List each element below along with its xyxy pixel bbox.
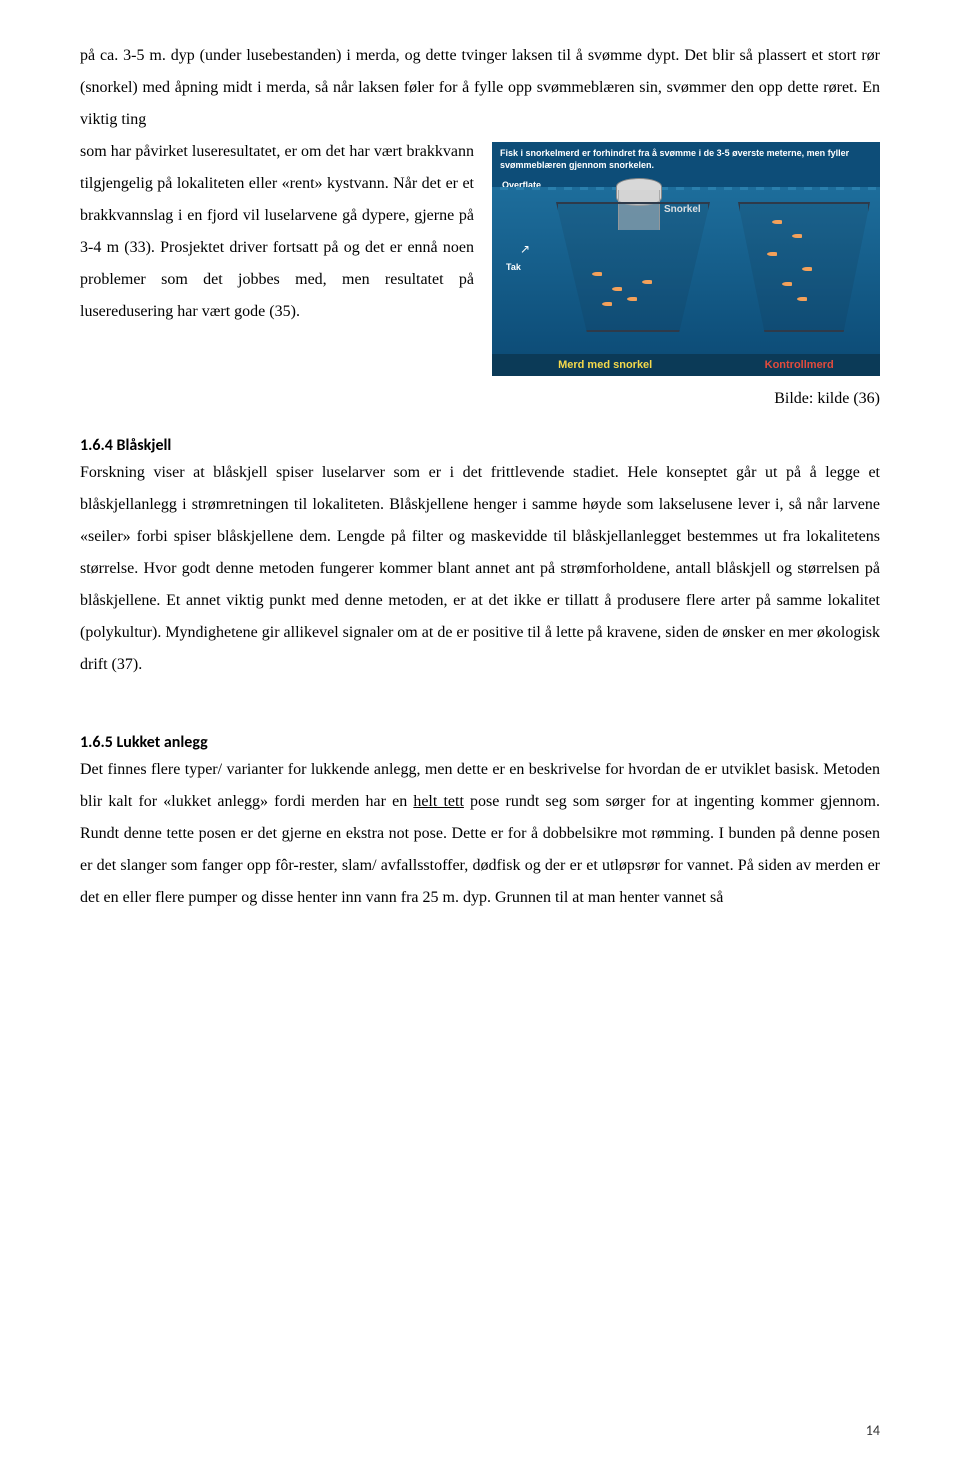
fish-icon — [767, 252, 777, 256]
page-number: 14 — [866, 1422, 880, 1439]
arrow-icon: ↗ — [520, 242, 530, 257]
text: som har påvirket luseresultatet, er om d… — [80, 143, 474, 320]
fish-icon — [602, 302, 612, 306]
label-kontrollmerd: Kontrollmerd — [718, 354, 880, 376]
label-tak: Tak — [506, 262, 521, 272]
paragraph-164: Forskning viser at blåskjell spiser luse… — [80, 457, 880, 681]
fish-icon — [782, 282, 792, 286]
figure-caption-top: Fisk i snorkelmerd er forhindret fra å s… — [492, 142, 880, 173]
figure-bottom-labels: Merd med snorkel Kontrollmerd — [492, 354, 880, 376]
paragraph-165: Det finnes flere typer/ varianter for lu… — [80, 754, 880, 914]
fish-icon — [642, 280, 652, 284]
fish-icon — [592, 272, 602, 276]
underlined-text: helt tett — [413, 793, 464, 810]
heading-1-6-5: 1.6.5 Lukket anlegg — [80, 733, 880, 752]
figure-source-caption: Bilde: kilde (36) — [80, 390, 880, 408]
paragraph-intro-top: på ca. 3-5 m. dyp (under lusebestanden) … — [80, 40, 880, 136]
fish-icon — [627, 297, 637, 301]
text: på ca. 3-5 m. dyp (under lusebestanden) … — [80, 47, 880, 128]
fish-icon — [797, 297, 807, 301]
label-merd-snorkel: Merd med snorkel — [492, 354, 718, 376]
fish-icon — [792, 234, 802, 238]
fish-icon — [612, 287, 622, 291]
fish-icon — [772, 220, 782, 224]
heading-1-6-4: 1.6.4 Blåskjell — [80, 436, 880, 455]
snorkel-figure: Fisk i snorkelmerd er forhindret fra å s… — [492, 142, 880, 376]
fish-icon — [802, 267, 812, 271]
